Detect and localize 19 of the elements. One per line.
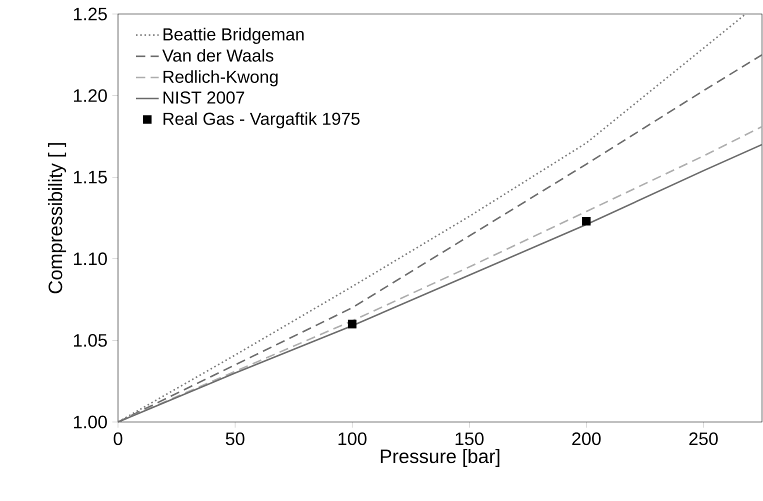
y-axis-title: Compressibility [ ] [48,143,66,294]
x-tick-label: 0 [114,432,122,446]
x-tick-label: 100 [338,432,366,446]
y-tick-label: 1.00 [74,416,107,428]
x-tick-label: 200 [572,432,601,446]
y-tick-label: 1.20 [74,89,107,102]
x-tick-label: 150 [456,432,484,446]
x-tick-label: 50 [226,432,244,446]
legend-label: Real Gas - Vargaftik 1975 [164,112,360,128]
y-tick-label: 1.05 [74,334,107,347]
x-tick-label: 250 [689,432,718,446]
y-tick-label: 1.25 [74,8,107,20]
legend-label: NIST 2007 [164,91,244,104]
y-tick-label: 1.10 [74,252,107,266]
legend-label: Beattie Bridgeman [164,28,304,44]
legend-label: Van der Waals [162,48,274,62]
legend-label: Redlich-Kwong [164,70,278,86]
x-axis-title: Pressure [bar] [380,448,500,467]
y-tick-label: 1.15 [74,170,107,184]
